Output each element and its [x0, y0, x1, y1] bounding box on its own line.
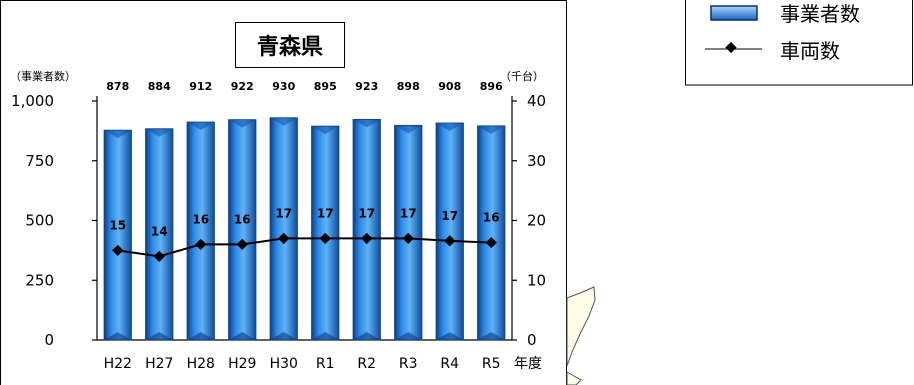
line-data-label: 17: [275, 206, 292, 220]
bar-bottom-bevel: [104, 332, 132, 340]
bar: [228, 119, 257, 341]
left-axis-tick-label: 250: [25, 271, 54, 289]
bar-top-bevel: [436, 122, 464, 131]
bar-top-bevel: [228, 119, 256, 128]
category-label: H28: [187, 356, 215, 372]
bar-data-label: 922: [231, 80, 254, 93]
vehicle-line: [117, 237, 492, 258]
bar: [145, 128, 174, 341]
bar-top-bevel: [394, 125, 422, 134]
line-point: [361, 232, 373, 245]
line-data-label: 17: [317, 206, 334, 220]
line-data-label: 16: [192, 212, 209, 226]
line-data-label: 17: [400, 206, 417, 220]
line-point: [195, 238, 207, 251]
line-point: [153, 250, 165, 263]
bar-data-label: 895: [314, 80, 337, 93]
category-label: H30: [270, 356, 298, 372]
bar: [477, 125, 506, 341]
bar-top-bevel: [145, 128, 173, 137]
right-axis-tick-label: 20: [527, 212, 546, 230]
bar: [103, 129, 132, 341]
bar-bottom-bevel: [145, 332, 173, 340]
bar: [352, 119, 381, 341]
line-point: [236, 238, 248, 251]
bar-bottom-bevel: [187, 332, 215, 340]
right-axis-ticks: 0 10 20 30 40: [512, 92, 546, 349]
line-data-label: 16: [234, 212, 251, 226]
line-series: 15 14 16 16 17 17 17 17 17 16: [109, 206, 500, 263]
line-data-label: 16: [483, 211, 500, 225]
line-data-label: 17: [441, 209, 458, 223]
bar-top-bevel: [477, 125, 505, 134]
map-fragment-shape: [566, 286, 596, 367]
legend-bar-label: 事業者数: [780, 2, 860, 26]
left-axis-tick-label: 750: [25, 152, 54, 170]
category-labels: H22 H27 H28 H29 H30 R1 R2 R3 R4 R5: [104, 356, 501, 372]
right-axis-tick-label: 10: [527, 271, 546, 289]
legend: 事業者数 車両数: [685, 0, 913, 86]
right-axis-tick-label: 0: [527, 331, 537, 349]
bar-bottom-bevel: [311, 332, 339, 340]
bar: [394, 124, 423, 341]
bar-data-label: 878: [106, 80, 129, 93]
bar-bottom-bevel: [353, 332, 381, 340]
category-label: H29: [228, 356, 256, 372]
bar-data-label: 930: [272, 80, 295, 93]
chart-title-box: [235, 22, 345, 68]
category-label: R3: [399, 356, 418, 372]
bar-bottom-bevel: [270, 332, 298, 340]
bar-data-label: 896: [480, 80, 503, 93]
legend-line-label: 車両数: [780, 39, 840, 63]
bar-data-label: 884: [148, 80, 171, 93]
bar-top-bevel: [353, 119, 381, 128]
left-axis-tick-label: 1,000: [11, 92, 54, 110]
right-axis-tick-label: 40: [527, 92, 546, 110]
bar-bottom-bevel: [394, 332, 422, 340]
legend-bar-swatch: [710, 5, 758, 21]
line-point: [319, 232, 331, 245]
left-axis-tick-label: 500: [25, 212, 54, 230]
line-point: [444, 235, 456, 247]
category-label: R1: [316, 356, 335, 372]
left-axis-ticks: 0 250 500 750 1,000: [11, 92, 97, 349]
chart-title: 青森県: [257, 34, 323, 60]
line-data-label: 15: [109, 218, 126, 232]
bar-data-label: 898: [397, 80, 420, 93]
line-data-label: 14: [151, 224, 168, 238]
category-label: H22: [104, 356, 132, 372]
bar-top-bevel: [311, 126, 339, 135]
category-label: R4: [440, 356, 459, 372]
bar-top-bevel: [104, 130, 132, 139]
line-point: [485, 236, 497, 249]
line-point: [402, 232, 414, 245]
right-axis-unit: （千台）: [500, 69, 544, 83]
bar-data-labels: 878 884 912 922 930 895 923 898 908 896: [106, 80, 503, 93]
bar: [435, 122, 464, 341]
line-data-label: 17: [358, 206, 375, 220]
bar-data-label: 923: [355, 80, 378, 93]
bar-series: [103, 117, 506, 341]
left-axis-tick-label: 0: [44, 331, 54, 349]
legend-line-marker: [725, 41, 737, 54]
bar-top-bevel: [270, 117, 298, 126]
x-axis-suffix: 年度: [514, 356, 542, 372]
bar: [186, 121, 215, 341]
bar-data-label: 912: [189, 80, 212, 93]
bar-bottom-bevel: [228, 332, 256, 340]
category-label: R2: [357, 356, 376, 372]
left-axis-unit: （事業者数）: [10, 70, 76, 83]
bar-bottom-bevel: [436, 332, 464, 340]
category-label: R5: [482, 356, 501, 372]
bar-top-bevel: [187, 122, 215, 131]
category-label: H27: [145, 356, 173, 372]
bar-bottom-bevel: [477, 332, 505, 340]
map-fragment-shape-lower: [566, 371, 582, 385]
bar-data-label: 908: [438, 80, 461, 93]
line-point: [278, 232, 290, 245]
right-axis-tick-label: 30: [527, 152, 546, 170]
bar: [269, 117, 298, 341]
